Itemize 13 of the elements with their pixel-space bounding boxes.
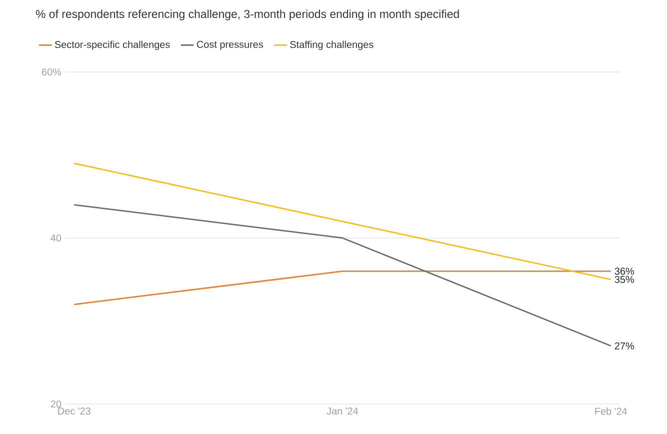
x-tick-label: Feb '24 [595,408,628,415]
legend-label: Staffing challenges [290,40,374,50]
y-tick-label: 20 [50,400,62,408]
chart-title: % of respondents referencing challenge, 3-month periods ending in month specified [36,10,459,20]
legend-label: Sector-specific challenges [54,40,170,50]
x-tick-label: Jan '24 [326,408,358,415]
data-label: 36% [614,268,634,275]
y-tick-label: 40 [50,234,62,242]
legend-label: Cost pressures [196,40,264,50]
x-tick-label: Dec '23 [58,408,90,415]
data-label: 27% [614,342,634,350]
data-label: 35% [614,276,634,284]
y-tick-label: 60% [42,68,62,76]
